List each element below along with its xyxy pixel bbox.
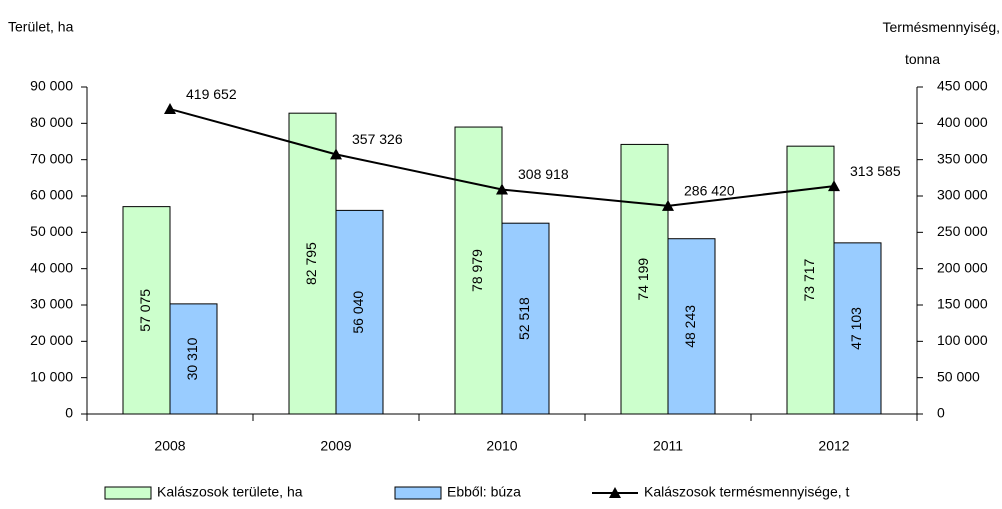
line-marker <box>496 183 508 195</box>
line-value-label: 308 918 <box>518 166 569 182</box>
line-marker <box>330 148 342 160</box>
legend-label: Ebből: búza <box>447 484 521 500</box>
line-marker <box>828 180 840 192</box>
bar <box>833 242 882 415</box>
bar-value-label: 30 310 <box>184 337 200 380</box>
line-value-label: 419 652 <box>186 86 237 102</box>
bar <box>620 143 669 415</box>
line-value-label: 313 585 <box>850 163 901 179</box>
y2-axis-label: Termésmennyiség, tonna <box>883 19 1001 67</box>
x-tick-label: 2011 <box>653 438 683 454</box>
y-tick-label: 90 000 <box>30 78 73 94</box>
y2-tick-label: 350 000 <box>937 150 988 166</box>
y2-tick-label: 150 000 <box>937 296 988 312</box>
x-tick-label: 2009 <box>320 438 351 454</box>
legend-label: Kalászosok termésmennyisége, t <box>644 484 850 500</box>
legend-marker <box>609 487 621 498</box>
line-value-label: 286 420 <box>684 183 735 199</box>
y-tick-label: 10 000 <box>30 368 73 384</box>
y2-tick-label: 100 000 <box>937 332 988 348</box>
bar <box>288 112 337 415</box>
x-tick-label: 2010 <box>486 438 517 454</box>
y2-tick-label: 50 000 <box>937 368 980 384</box>
bar-value-label: 74 199 <box>635 258 651 301</box>
bar-value-label: 47 103 <box>848 307 864 350</box>
y2-tick-label: 450 000 <box>937 78 988 94</box>
bar-value-label: 57 075 <box>137 289 153 332</box>
x-tick-label: 2008 <box>154 438 185 454</box>
bar-value-label: 52 518 <box>516 297 532 340</box>
y-tick-label: 40 000 <box>30 259 73 275</box>
bar-value-label: 78 979 <box>469 249 485 292</box>
bar <box>169 303 218 415</box>
y2-tick-label: 250 000 <box>937 223 988 239</box>
x-tick-label: 2012 <box>818 438 849 454</box>
y2-tick-label: 400 000 <box>937 114 988 130</box>
bar <box>335 209 384 415</box>
bar <box>501 222 550 415</box>
y-tick-label: 60 000 <box>30 187 73 203</box>
y2-tick-label: 300 000 <box>937 187 988 203</box>
bar-value-label: 82 795 <box>303 242 319 285</box>
line-value-label: 357 326 <box>352 131 403 147</box>
legend-swatch <box>394 486 442 500</box>
y-tick-label: 50 000 <box>30 223 73 239</box>
bar-value-label: 56 040 <box>350 291 366 334</box>
y-tick-label: 20 000 <box>30 332 73 348</box>
bar-value-label: 73 717 <box>801 258 817 301</box>
bar-value-label: 48 243 <box>682 305 698 348</box>
y-axis-label: Terület, ha <box>8 19 74 35</box>
y-tick-label: 70 000 <box>30 150 73 166</box>
bar <box>122 206 171 415</box>
y-tick-label: 80 000 <box>30 114 73 130</box>
y2-tick-label: 0 <box>937 405 945 421</box>
y-tick-label: 0 <box>65 405 73 421</box>
line-marker <box>164 103 176 115</box>
y-tick-label: 30 000 <box>30 296 73 312</box>
bar <box>454 126 503 415</box>
legend-swatch <box>104 486 152 500</box>
legend-label: Kalászosok területe, ha <box>157 484 303 500</box>
y2-tick-label: 200 000 <box>937 259 988 275</box>
bar <box>667 238 716 415</box>
line-marker <box>662 199 674 211</box>
